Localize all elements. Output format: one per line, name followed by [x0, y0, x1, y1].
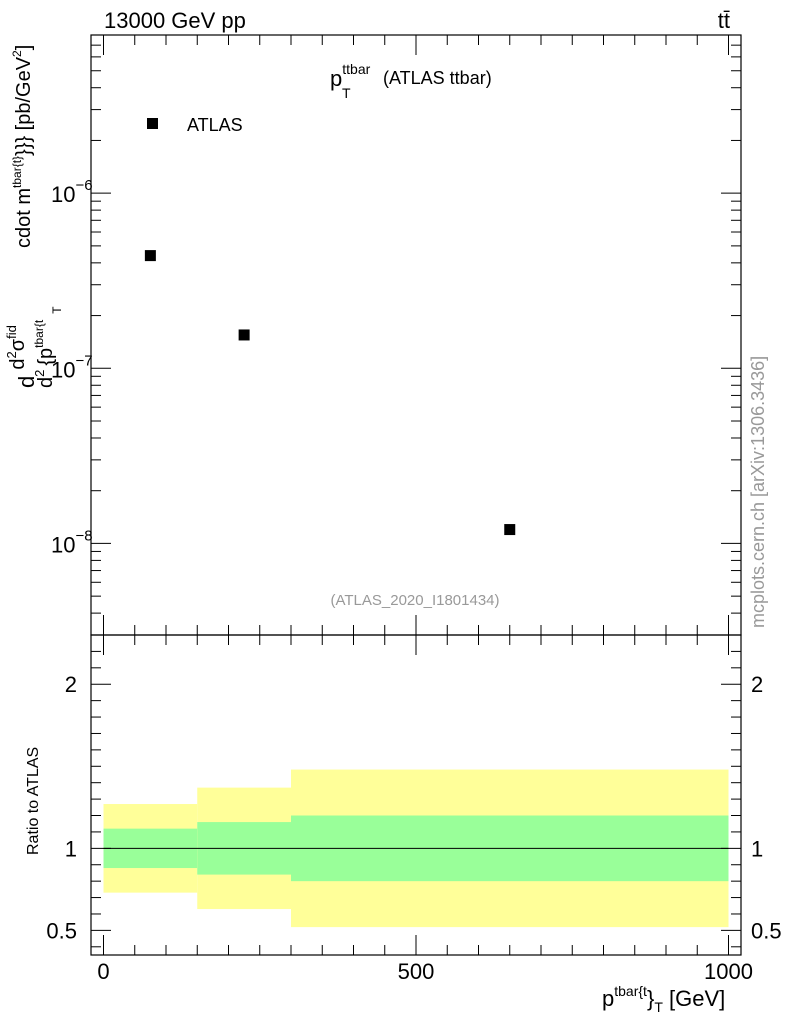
xlabel-a: p [602, 986, 614, 1011]
plot-title: pttbar [330, 61, 371, 91]
ratio-x-tick-label: 0 [97, 959, 109, 984]
process-label: tt̄ [718, 8, 730, 33]
main-x-ticks [103, 35, 729, 635]
plot-title-sup: ttbar [342, 61, 370, 77]
data-points [144, 250, 516, 536]
plot-title-tail: (ATLAS ttbar) [383, 68, 492, 88]
ratio-y-tick-label: 0.5 [46, 918, 77, 943]
ylabel-a: d [14, 376, 39, 388]
plot-title-sub: T [342, 85, 351, 101]
ylabel-e: {p [35, 348, 57, 366]
ratio-y-tick-label: 2 [65, 672, 77, 697]
data-point [504, 524, 516, 536]
data-point [144, 250, 156, 262]
main-y-label-tail: cdot mtbar{t}}}} [pb/GeV2] [10, 45, 35, 248]
ratio-y-label: Ratio to ATLAS [25, 747, 42, 855]
plot-title-main: p [330, 66, 342, 91]
ylabel-d: d [35, 377, 57, 388]
ratio-y-tick-label-right: 0.5 [751, 918, 782, 943]
x-axis-label: ptbar{t}T [GeV] [602, 983, 725, 1015]
ylabel-b: d [7, 359, 29, 370]
ylabel-e-sub: T [50, 306, 64, 314]
ylabel-f-sup: tbar{t} [10, 156, 24, 188]
main-panel: 10−6 10−7 10−8 pttbar T (ATLAS ttbar) ATLA… [4, 34, 742, 636]
ratio-y-tick-label-right: 2 [751, 672, 763, 697]
ylabel-e-sup: tbar{t [32, 319, 46, 348]
ylabel-c-sup: fid [4, 325, 19, 339]
legend-marker-atlas [147, 118, 158, 129]
main-y-tick-label: 10−6 [51, 177, 93, 207]
data-point [238, 329, 250, 341]
xlabel-b: [GeV] [663, 986, 725, 1011]
main-y-tick-label: 10−8 [51, 527, 93, 557]
ratio-ticks [91, 635, 741, 955]
xlabel-sup: tbar{t [614, 983, 647, 999]
ratio-y-tick-labels: 0.5 0.5 1 1 2 2 [46, 672, 781, 943]
main-y-tick-label: 10−7 [51, 352, 93, 382]
ylabel-g: }}} [pb/GeV [13, 56, 35, 156]
ratio-x-tick-label: 500 [398, 959, 435, 984]
ylabel-f: cdot m [13, 188, 35, 248]
analysis-label: (ATLAS_2020_I1801434) [330, 592, 499, 609]
energy-label: 13000 GeV pp [104, 8, 246, 33]
ylabel-g-sup: 2 [10, 50, 24, 57]
ylabel-c: σ [7, 338, 29, 351]
ratio-x-tick-label: 1000 [704, 959, 753, 984]
main-y-tick-labels: 10−6 10−7 10−8 [51, 177, 93, 557]
side-label: mcplots.cern.ch [arXiv:1306.3436] [748, 356, 768, 628]
xlabel-sub: T [654, 999, 663, 1015]
ylabel-h: ] [13, 45, 35, 51]
xlabel-mid: } [647, 986, 654, 1011]
ylabel-b-sup: 2 [4, 351, 19, 358]
main-y-label: d d2σfid [4, 325, 39, 388]
ratio-panel: 0.5 0.5 1 1 2 2 0 500 1000 Ratio to ATLAS ptbar… [25, 634, 782, 1015]
main-y-label-denominator: d2 {ptbar{t T [32, 306, 64, 388]
ylabel-d-sup: 2 [32, 370, 47, 377]
main-y-ticks [91, 34, 741, 636]
ratio-y-tick-label-right: 1 [751, 836, 763, 861]
ratio-y-tick-label: 1 [65, 836, 77, 861]
ratio-x-tick-labels: 0 500 1000 [97, 959, 753, 984]
legend-label-atlas: ATLAS [187, 115, 243, 135]
